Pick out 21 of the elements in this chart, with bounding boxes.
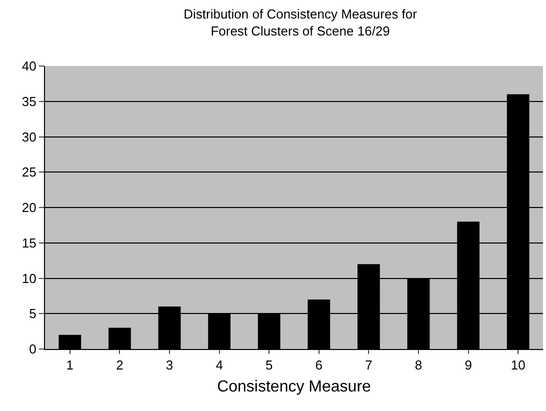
y-tick-label: 25 xyxy=(22,164,36,180)
x-tick-label: 1 xyxy=(66,358,74,373)
x-tick-label: 6 xyxy=(315,358,323,373)
y-tick-label: 35 xyxy=(22,94,36,109)
y-tick-label: 5 xyxy=(29,306,36,322)
y-tick-label: 15 xyxy=(22,235,36,250)
x-axis-title: Consistency Measure xyxy=(217,378,372,396)
y-tick-label: 30 xyxy=(22,129,36,144)
y-tick-label: 0 xyxy=(29,342,36,357)
x-tick-label: 7 xyxy=(365,358,372,373)
x-tick-label: 4 xyxy=(216,358,223,373)
x-tick-label: 8 xyxy=(414,358,422,373)
x-tick-label: 9 xyxy=(464,358,472,373)
y-tick-label: 10 xyxy=(22,270,36,286)
y-tick-label: 40 xyxy=(22,58,36,74)
y-tick-label: 20 xyxy=(22,200,36,216)
x-tick-label: 5 xyxy=(265,358,273,373)
x-tick-label: 2 xyxy=(116,358,124,373)
x-tick-label: 3 xyxy=(166,358,174,373)
x-tick-label: 10 xyxy=(510,358,526,373)
chart-title: Distribution of Consistency Measures for Forest Clusters of Scene 16/29 xyxy=(184,6,418,38)
